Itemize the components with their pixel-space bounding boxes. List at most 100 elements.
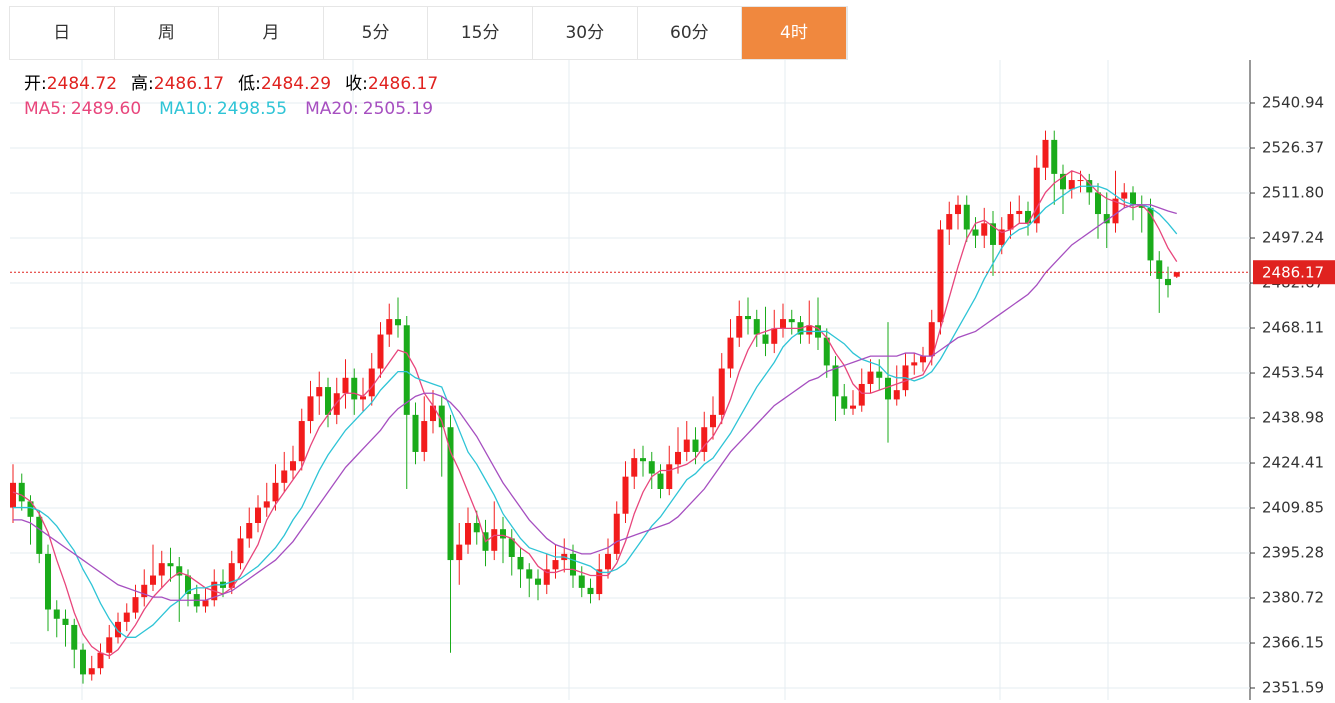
candle-body xyxy=(141,584,148,598)
candle-body xyxy=(998,229,1005,245)
candle-body xyxy=(596,569,603,595)
candle-body xyxy=(570,553,576,576)
candle-body xyxy=(780,319,786,329)
candle-body xyxy=(246,522,253,539)
tab[interactable]: 5分 xyxy=(324,7,429,59)
candle-body xyxy=(972,229,979,236)
candle-body xyxy=(832,365,839,397)
y-tick-label: 2526.37 xyxy=(1262,139,1324,157)
candle-body xyxy=(683,439,690,452)
candle-body xyxy=(893,390,900,400)
candle-body xyxy=(911,362,918,366)
tab[interactable]: 月 xyxy=(219,7,324,59)
candle-body xyxy=(45,553,51,610)
candle-body xyxy=(27,501,34,517)
tab[interactable]: 周 xyxy=(115,7,220,59)
legend-value: 2498.55 xyxy=(216,99,288,119)
candle-body xyxy=(605,553,611,570)
candle-body xyxy=(377,334,384,369)
candle-body xyxy=(552,560,559,570)
tab[interactable]: 4时 xyxy=(742,7,847,59)
candle-body xyxy=(281,470,288,483)
candle-body xyxy=(1051,139,1058,174)
candle-body xyxy=(307,396,314,422)
candle-body xyxy=(438,405,445,428)
candle-body xyxy=(298,421,305,462)
tab[interactable]: 日 xyxy=(10,7,115,59)
candle-body xyxy=(710,414,716,428)
candle-body xyxy=(10,482,16,508)
legend-label: MA20: xyxy=(305,99,359,119)
candle-body xyxy=(806,325,813,335)
candle-body xyxy=(272,482,279,502)
ma-line xyxy=(13,185,1178,638)
candle-body xyxy=(412,414,419,452)
candle-body xyxy=(368,368,375,397)
candle-body xyxy=(885,377,891,400)
candle-body xyxy=(342,377,349,394)
tab[interactable]: 15分 xyxy=(428,7,533,59)
candle-body xyxy=(1165,278,1171,286)
candle-body xyxy=(167,563,174,567)
tab[interactable]: 60分 xyxy=(638,7,743,59)
candle-body xyxy=(1121,192,1128,199)
candle-body xyxy=(508,538,515,557)
candle-body xyxy=(1103,214,1110,224)
candle-body xyxy=(1130,192,1136,205)
candle-body xyxy=(543,569,550,585)
candle-body xyxy=(858,383,865,406)
candle-body xyxy=(351,377,358,400)
y-tick-label: 2438.98 xyxy=(1262,409,1324,427)
last-price-tag xyxy=(1253,260,1335,285)
candle-body xyxy=(578,575,585,588)
tab[interactable]: 30分 xyxy=(533,7,638,59)
candle-body xyxy=(491,529,498,551)
candle-body xyxy=(640,458,646,462)
legend-value: 2505.19 xyxy=(362,99,434,119)
candle-body xyxy=(937,229,944,323)
candle-body xyxy=(736,316,743,338)
candle-body xyxy=(1042,139,1049,168)
candle-body xyxy=(237,538,244,564)
candle-body xyxy=(1138,204,1145,208)
candle-body xyxy=(62,618,69,625)
candle-body xyxy=(692,439,699,452)
candle-body xyxy=(123,612,130,622)
y-tick-label: 2409.85 xyxy=(1262,499,1324,517)
candle-body xyxy=(115,621,121,638)
quote-label: 开: xyxy=(24,74,47,94)
candle-body xyxy=(1147,207,1154,261)
candle-body xyxy=(613,513,620,554)
candle-body xyxy=(1173,272,1180,277)
quote-panel: 开:2484.72 高:2486.17 低:2484.29 收:2486.17 MA5:… xyxy=(24,72,452,122)
candle-body xyxy=(823,337,830,366)
candle-body xyxy=(88,668,95,675)
last-price-label: 2486.17 xyxy=(1262,264,1324,282)
candle-body xyxy=(71,624,78,650)
candle-body xyxy=(1033,167,1040,224)
tab-bar: 日周月 5分 15分 30分 60分 4时 xyxy=(9,6,848,60)
candle-body xyxy=(657,473,664,490)
candle-body xyxy=(745,316,751,320)
y-tick-label: 2453.54 xyxy=(1262,364,1324,382)
candle-body xyxy=(771,328,778,344)
y-tick-label: 2468.11 xyxy=(1262,319,1324,337)
candle-body xyxy=(990,223,996,245)
candle-body xyxy=(106,637,113,653)
candle-body xyxy=(788,319,795,323)
candle-body xyxy=(430,405,436,422)
candle-body xyxy=(981,223,988,236)
candle-body xyxy=(963,204,970,230)
candle-body xyxy=(517,556,524,570)
candle-body xyxy=(1156,260,1163,279)
y-tick-label: 2511.80 xyxy=(1262,184,1324,202)
y-tick-label: 2540.94 xyxy=(1262,94,1324,112)
candle-body xyxy=(228,563,235,588)
candle-body xyxy=(421,421,428,452)
candle-body xyxy=(150,575,156,585)
candle-body xyxy=(316,387,323,397)
candle-body xyxy=(753,319,760,335)
ma-line xyxy=(12,170,1178,657)
quote-value: 2486.17 xyxy=(153,74,225,94)
